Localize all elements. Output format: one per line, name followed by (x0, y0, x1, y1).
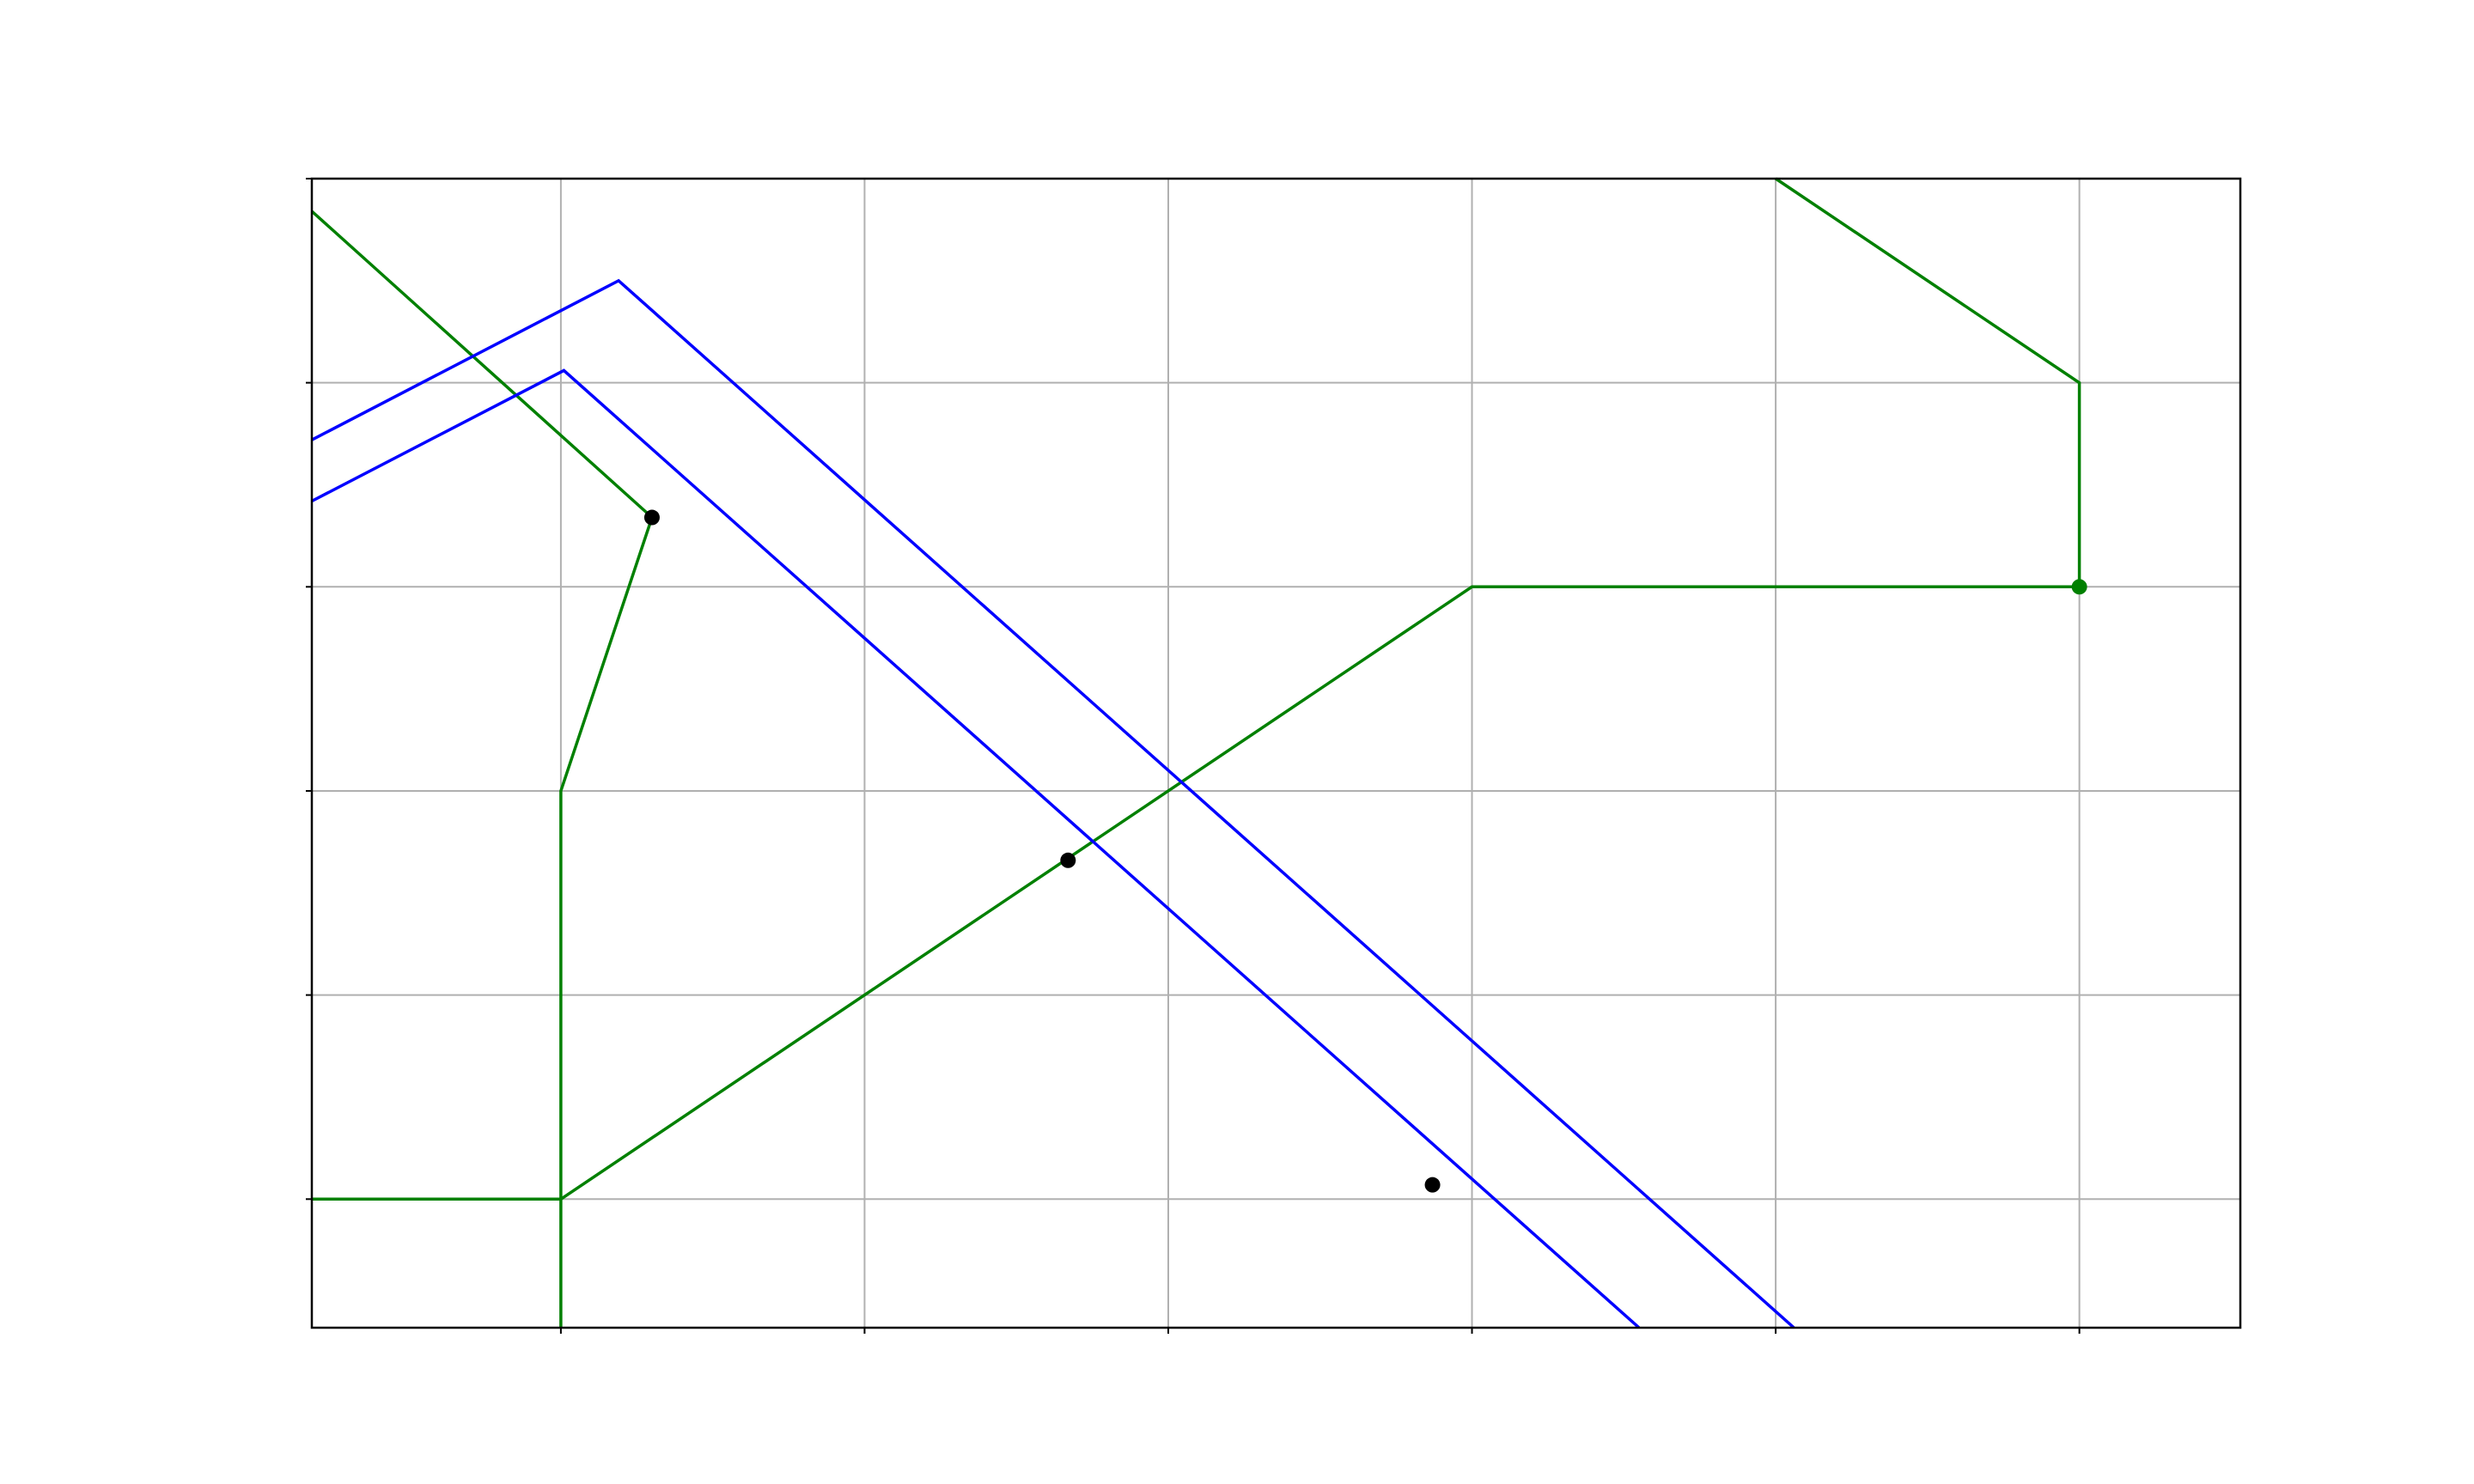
axes-background (312, 179, 2240, 1328)
series-line-1 (310, 210, 655, 1328)
tick-layer (306, 178, 2081, 1334)
data-point-0 (643, 509, 660, 526)
axes-frame (310, 177, 2242, 1329)
data-point-2 (1424, 1177, 1441, 1193)
series-line-4 (311, 368, 1641, 1329)
series-line-0 (312, 585, 2080, 1201)
data-point-3 (2071, 579, 2087, 595)
series-layer (310, 177, 2081, 1329)
series-line-2 (1775, 177, 2081, 587)
plot-area (306, 177, 2242, 1334)
points-layer (643, 509, 2087, 1193)
data-point-1 (1060, 852, 1076, 868)
series-line-3 (311, 278, 1795, 1329)
